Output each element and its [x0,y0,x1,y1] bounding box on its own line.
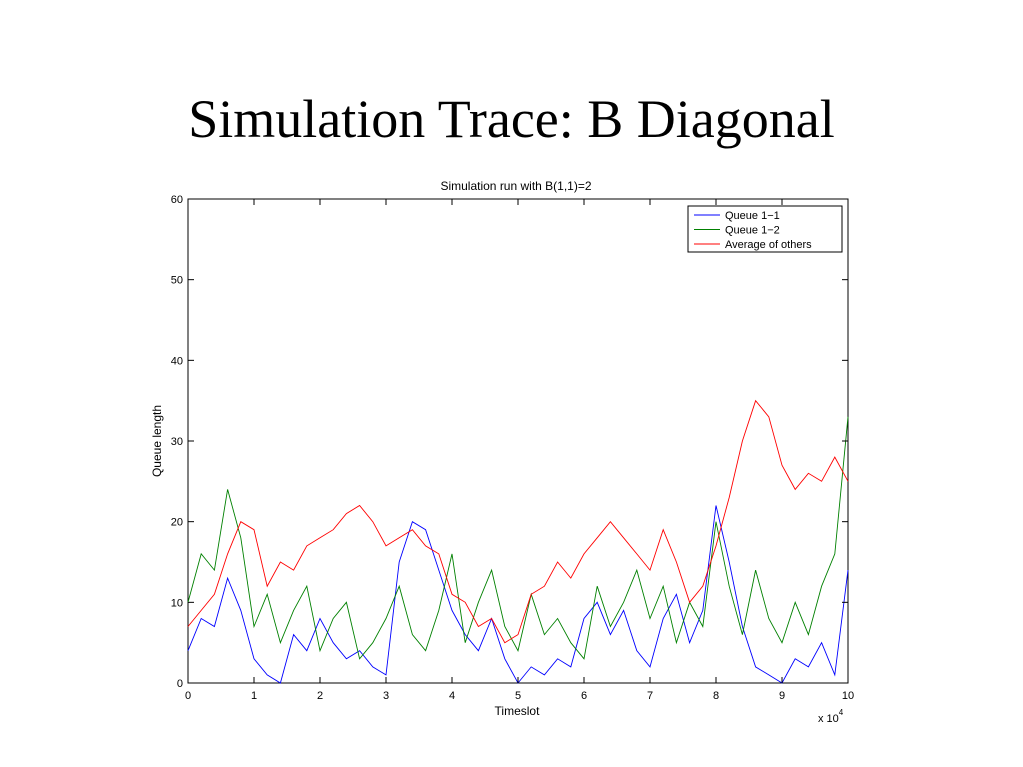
series-line-2 [187,416,849,660]
legend-label-2: Queue 1−2 [725,225,780,237]
x-tick-label: 9 [779,690,785,702]
plot-area [187,198,849,684]
x-multiplier-exponent: 4 [839,708,844,717]
x-tick-label: 3 [383,690,389,702]
y-axis-title: Queue length [150,405,164,477]
y-tick-label: 30 [171,436,183,448]
x-tick-label: 4 [449,690,455,702]
x-tick-label: 1 [251,690,257,702]
x-tick-label: 5 [515,690,521,702]
y-tick-label: 60 [171,194,183,206]
x-axis-title: Timeslot [495,704,541,718]
x-tick-label: 0 [185,690,191,702]
y-tick-label: 50 [171,275,183,287]
chart-title: Simulation run with B(1,1)=2 [440,179,591,193]
x-tick-label: 2 [317,690,323,702]
y-tick-label: 10 [171,597,183,609]
slide-title: Simulation Trace: B Diagonal [188,89,835,149]
axes-layer: 0 1 2 3 4 5 6 7 8 9 10 0 10 20 30 40 50 60 [171,194,854,702]
legend-label-3: Average of others [725,239,812,251]
x-tick-label: 6 [581,690,587,702]
x-tick-label: 10 [842,690,854,702]
y-tick-label: 40 [171,355,183,367]
y-tick-label: 0 [177,678,183,690]
legend: Queue 1−1 Queue 1−2 Average of others [687,205,843,253]
legend-label-1: Queue 1−1 [725,210,780,222]
y-tick-label: 20 [171,517,183,529]
series-line-3 [187,399,849,644]
x-tick-label: 8 [713,690,719,702]
x-multiplier-label: x 104 [818,708,844,725]
x-tick-label: 7 [647,690,653,702]
